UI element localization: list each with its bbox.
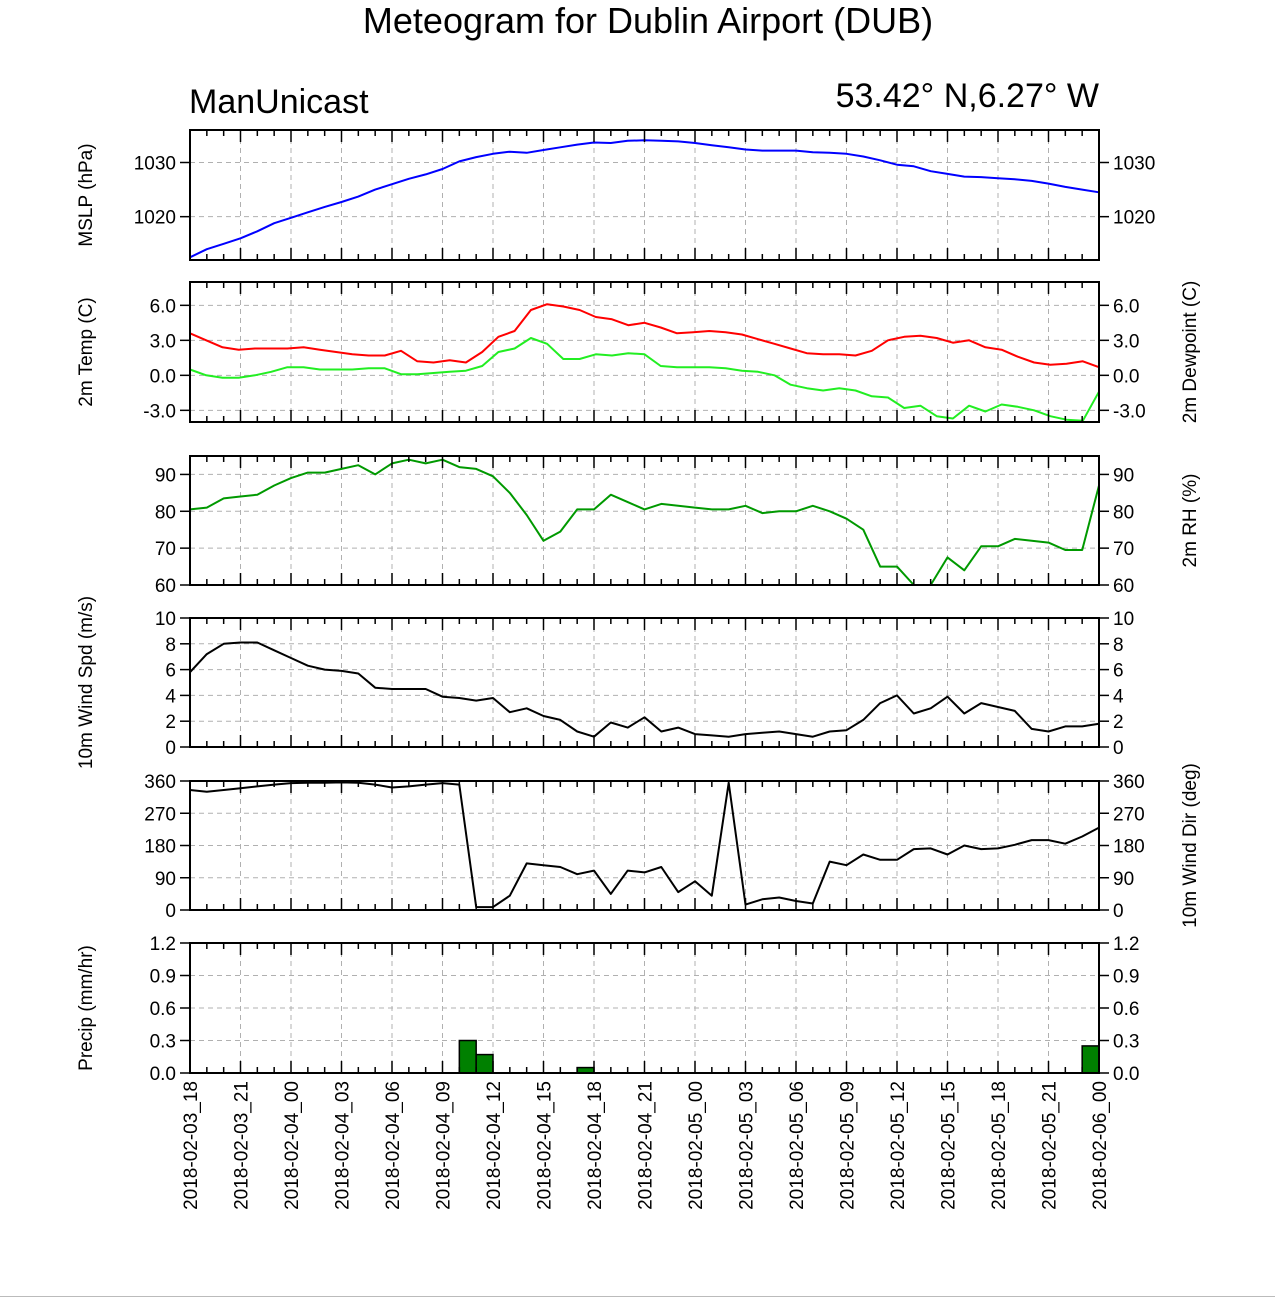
x-tick-label: 2018-02-04_00 [282, 1081, 303, 1210]
precip-ytick-label-left: 0.0 [150, 1064, 176, 1085]
wdir-ylabel-right: 10m Wind Dir (deg) [1180, 763, 1201, 928]
wdir-ytick-label-right: 180 [1113, 837, 1145, 858]
wdir-ytick-label-left: 0 [165, 901, 176, 922]
precip-ytick-label-left: 0.6 [150, 999, 176, 1020]
wspd-ytick-label-left: 10 [155, 609, 176, 630]
x-tick-label: 2018-02-05_00 [686, 1081, 707, 1210]
wdir-ytick-label-left: 270 [144, 804, 176, 825]
temp-ytick-label-left: 3.0 [150, 331, 176, 352]
precip-ylabel-left: Precip (mm/hr) [76, 945, 97, 1071]
mslp-ytick-label-left: 1030 [134, 154, 176, 175]
rh-ytick-label-left: 80 [155, 502, 176, 523]
precip-ytick-label-left: 0.9 [150, 967, 176, 988]
model-label: ManUnicast [189, 83, 369, 121]
wspd-ylabel-left: 10m Wind Spd (m/s) [76, 596, 97, 769]
precip-ytick-label-right: 0.0 [1113, 1064, 1139, 1085]
mslp-ytick-label-left: 1020 [134, 208, 176, 229]
temp-ytick-label-right: 0.0 [1113, 366, 1139, 387]
precip-ytick-label-left: 0.3 [150, 1032, 176, 1053]
temp-ytick-label-left: -3.0 [143, 401, 176, 422]
x-tick-label: 2018-02-05_06 [787, 1081, 808, 1210]
temp-ytick-label-right: 3.0 [1113, 331, 1139, 352]
rh-ytick-label-right: 80 [1113, 502, 1134, 523]
x-tick-label: 2018-02-03_21 [232, 1081, 253, 1210]
x-tick-label: 2018-02-05_09 [838, 1081, 859, 1210]
wspd-ytick-label-left: 4 [165, 686, 176, 707]
temp-ylabel-left: 2m Temp (C) [76, 297, 97, 406]
temp-ytick-label-right: -3.0 [1113, 401, 1146, 422]
wdir-ytick-label-right: 360 [1113, 772, 1145, 793]
location-label: 53.42° N,6.27° W [836, 77, 1099, 115]
rh-ytick-label-left: 60 [155, 576, 176, 597]
precip-bar [458, 1039, 477, 1074]
rh-ytick-label-left: 90 [155, 465, 176, 486]
wspd-ytick-label-right: 8 [1113, 635, 1124, 656]
bottom-rule [0, 1296, 1275, 1297]
wspd-ytick-label-right: 6 [1113, 661, 1124, 682]
rh-ylabel-right: 2m RH (%) [1180, 474, 1201, 568]
wspd-series-0-line [189, 641, 1100, 738]
chart-title: Meteogram for Dublin Airport (DUB) [363, 0, 933, 41]
precip-bar [475, 1053, 494, 1074]
precip-ytick-label-right: 0.3 [1113, 1032, 1139, 1053]
x-tick-label: 2018-02-04_09 [434, 1081, 455, 1210]
wspd-ytick-label-right: 10 [1113, 609, 1134, 630]
rh-series-0-line [189, 458, 1100, 586]
rh-ytick-label-right: 90 [1113, 465, 1134, 486]
wspd-ytick-label-left: 8 [165, 635, 176, 656]
x-tick-label: 2018-02-04_12 [484, 1081, 505, 1210]
wspd-ytick-label-left: 2 [165, 712, 176, 733]
temp-ytick-label-left: 6.0 [150, 296, 176, 317]
wspd-ytick-label-right: 0 [1113, 738, 1124, 759]
wspd-ytick-label-left: 6 [165, 661, 176, 682]
wdir-ytick-label-right: 0 [1113, 901, 1124, 922]
x-tick-label: 2018-02-05_18 [989, 1081, 1010, 1210]
precip-ytick-label-right: 0.9 [1113, 967, 1139, 988]
x-tick-label: 2018-02-06_00 [1090, 1081, 1111, 1210]
precip-ytick-label-left: 1.2 [150, 934, 176, 955]
wdir-ytick-label-left: 180 [144, 837, 176, 858]
x-tick-label: 2018-02-05_12 [888, 1081, 909, 1210]
rh-ytick-label-left: 70 [155, 539, 176, 560]
x-tick-label: 2018-02-05_21 [1040, 1081, 1061, 1210]
wspd-ytick-label-right: 4 [1113, 686, 1124, 707]
temp-ytick-label-right: 6.0 [1113, 296, 1139, 317]
wdir-ytick-label-right: 270 [1113, 804, 1145, 825]
x-tick-label: 2018-02-05_15 [939, 1081, 960, 1210]
temp-ytick-label-left: 0.0 [150, 366, 176, 387]
x-tick-label: 2018-02-04_18 [585, 1081, 606, 1210]
rh-ytick-label-right: 70 [1113, 539, 1134, 560]
precip-ytick-label-right: 1.2 [1113, 934, 1139, 955]
wdir-ytick-label-right: 90 [1113, 869, 1134, 890]
wspd-ytick-label-right: 2 [1113, 712, 1124, 733]
wdir-ytick-label-left: 360 [144, 772, 176, 793]
temp-ylabel-right: 2m Dewpoint (C) [1180, 281, 1201, 424]
x-tick-label: 2018-02-04_03 [333, 1081, 354, 1210]
mslp-ytick-label-right: 1030 [1113, 154, 1155, 175]
x-tick-label: 2018-02-04_15 [535, 1081, 556, 1210]
x-tick-label: 2018-02-04_06 [383, 1081, 404, 1210]
rh-ytick-label-right: 60 [1113, 576, 1134, 597]
mslp-ylabel-left: MSLP (hPa) [76, 143, 97, 246]
x-tick-label: 2018-02-04_21 [636, 1081, 657, 1210]
x-tick-label: 2018-02-05_03 [737, 1081, 758, 1210]
precip-bar [1081, 1045, 1100, 1074]
temp-series-0-line [189, 303, 1100, 369]
x-tick-label: 2018-02-03_18 [181, 1081, 202, 1210]
precip-ytick-label-right: 0.6 [1113, 999, 1139, 1020]
wdir-ytick-label-left: 90 [155, 869, 176, 890]
mslp-ytick-label-right: 1020 [1113, 208, 1155, 229]
wspd-ytick-label-left: 0 [165, 738, 176, 759]
